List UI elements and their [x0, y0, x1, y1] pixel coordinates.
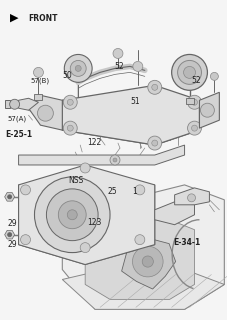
Polygon shape: [19, 165, 154, 265]
Circle shape: [200, 103, 213, 117]
Circle shape: [134, 185, 144, 195]
Circle shape: [147, 136, 161, 150]
Polygon shape: [19, 185, 154, 265]
Polygon shape: [85, 220, 194, 300]
Text: 123: 123: [86, 218, 101, 227]
Circle shape: [64, 54, 92, 82]
Circle shape: [58, 201, 86, 229]
Polygon shape: [62, 185, 223, 309]
Polygon shape: [62, 269, 223, 309]
Circle shape: [183, 67, 195, 78]
Circle shape: [34, 177, 110, 252]
Circle shape: [132, 246, 162, 277]
Text: FRONT: FRONT: [28, 14, 57, 23]
Circle shape: [151, 84, 157, 90]
Circle shape: [70, 60, 86, 76]
Circle shape: [75, 65, 81, 71]
Polygon shape: [174, 188, 208, 205]
Circle shape: [10, 99, 20, 109]
FancyBboxPatch shape: [185, 98, 193, 104]
Circle shape: [20, 235, 30, 244]
Text: 29: 29: [7, 219, 17, 228]
Circle shape: [80, 243, 90, 252]
Circle shape: [187, 194, 195, 202]
Circle shape: [177, 60, 201, 84]
Text: 29: 29: [7, 240, 17, 249]
Circle shape: [210, 72, 217, 80]
Text: E-34-1: E-34-1: [172, 238, 199, 247]
Circle shape: [191, 99, 197, 105]
Text: NSS: NSS: [68, 176, 84, 185]
Circle shape: [37, 105, 53, 121]
Circle shape: [142, 256, 153, 267]
Circle shape: [191, 125, 197, 131]
Text: 1: 1: [132, 188, 136, 196]
Circle shape: [46, 189, 98, 241]
Text: 52: 52: [114, 61, 123, 70]
Circle shape: [63, 121, 77, 135]
Circle shape: [151, 140, 157, 146]
Text: 57(A): 57(A): [7, 115, 27, 122]
Circle shape: [134, 235, 144, 244]
Circle shape: [63, 95, 77, 109]
Circle shape: [20, 185, 30, 195]
Polygon shape: [121, 237, 175, 289]
Circle shape: [33, 68, 43, 77]
Text: 52: 52: [190, 76, 200, 85]
Circle shape: [147, 80, 161, 94]
Circle shape: [8, 195, 12, 199]
Text: E-25-1: E-25-1: [5, 130, 32, 139]
Circle shape: [113, 49, 122, 59]
FancyBboxPatch shape: [34, 94, 42, 100]
Polygon shape: [5, 193, 15, 201]
Polygon shape: [19, 98, 38, 110]
Polygon shape: [154, 200, 194, 225]
Circle shape: [171, 54, 207, 90]
Text: 122: 122: [86, 138, 101, 147]
Text: 25: 25: [107, 188, 116, 196]
Circle shape: [110, 155, 119, 165]
Polygon shape: [19, 145, 184, 165]
Circle shape: [8, 233, 12, 237]
Polygon shape: [199, 92, 218, 128]
Polygon shape: [62, 85, 199, 145]
Circle shape: [80, 163, 90, 173]
Polygon shape: [62, 100, 199, 145]
Text: 51: 51: [129, 97, 139, 106]
Circle shape: [67, 99, 73, 105]
Circle shape: [187, 95, 201, 109]
Circle shape: [113, 158, 116, 162]
Text: 57(B): 57(B): [30, 78, 49, 84]
Polygon shape: [5, 230, 15, 239]
Circle shape: [187, 121, 201, 135]
Text: 50: 50: [62, 71, 71, 80]
Circle shape: [67, 125, 73, 131]
Circle shape: [67, 210, 77, 220]
Text: ▶: ▶: [10, 12, 18, 23]
FancyBboxPatch shape: [5, 100, 10, 108]
Polygon shape: [28, 95, 62, 130]
Circle shape: [132, 61, 142, 71]
